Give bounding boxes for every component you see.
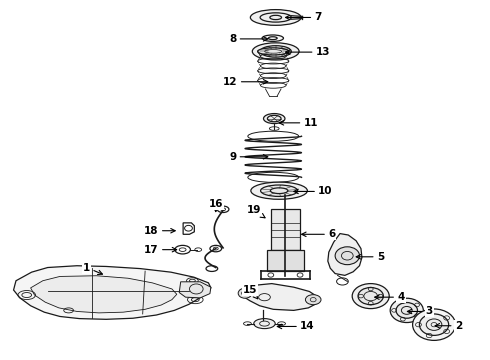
Polygon shape: [30, 276, 177, 313]
Ellipse shape: [305, 295, 321, 305]
Ellipse shape: [413, 309, 456, 341]
Text: 2: 2: [435, 321, 462, 331]
Text: 11: 11: [279, 118, 318, 128]
Ellipse shape: [335, 247, 360, 265]
Ellipse shape: [260, 46, 291, 57]
Ellipse shape: [262, 35, 284, 41]
Text: 16: 16: [209, 199, 223, 212]
Ellipse shape: [258, 48, 289, 55]
Text: 12: 12: [223, 77, 268, 87]
Ellipse shape: [396, 302, 417, 318]
Text: 15: 15: [243, 285, 258, 299]
Polygon shape: [328, 234, 362, 275]
Polygon shape: [271, 208, 300, 249]
Ellipse shape: [251, 182, 307, 199]
Ellipse shape: [238, 288, 252, 298]
Ellipse shape: [250, 10, 301, 25]
Ellipse shape: [390, 298, 423, 323]
Polygon shape: [267, 249, 304, 271]
Text: 17: 17: [144, 245, 177, 255]
Ellipse shape: [419, 314, 449, 336]
Text: 8: 8: [229, 34, 268, 44]
Text: 10: 10: [294, 186, 333, 197]
Ellipse shape: [264, 113, 285, 123]
Ellipse shape: [358, 288, 383, 305]
Ellipse shape: [261, 185, 297, 197]
Text: 6: 6: [302, 229, 335, 239]
Ellipse shape: [352, 284, 389, 309]
Text: 4: 4: [375, 292, 405, 302]
Text: 1: 1: [83, 262, 102, 274]
Polygon shape: [14, 266, 211, 319]
Text: 13: 13: [286, 47, 330, 57]
Text: 14: 14: [277, 321, 315, 332]
Text: 3: 3: [407, 306, 433, 316]
Text: 5: 5: [356, 252, 384, 262]
Text: 7: 7: [286, 13, 322, 22]
Ellipse shape: [252, 43, 299, 60]
Polygon shape: [179, 282, 211, 298]
Polygon shape: [240, 284, 318, 310]
Ellipse shape: [254, 319, 275, 329]
Text: 18: 18: [144, 226, 175, 236]
Text: 19: 19: [246, 205, 265, 218]
Text: 9: 9: [229, 152, 268, 162]
